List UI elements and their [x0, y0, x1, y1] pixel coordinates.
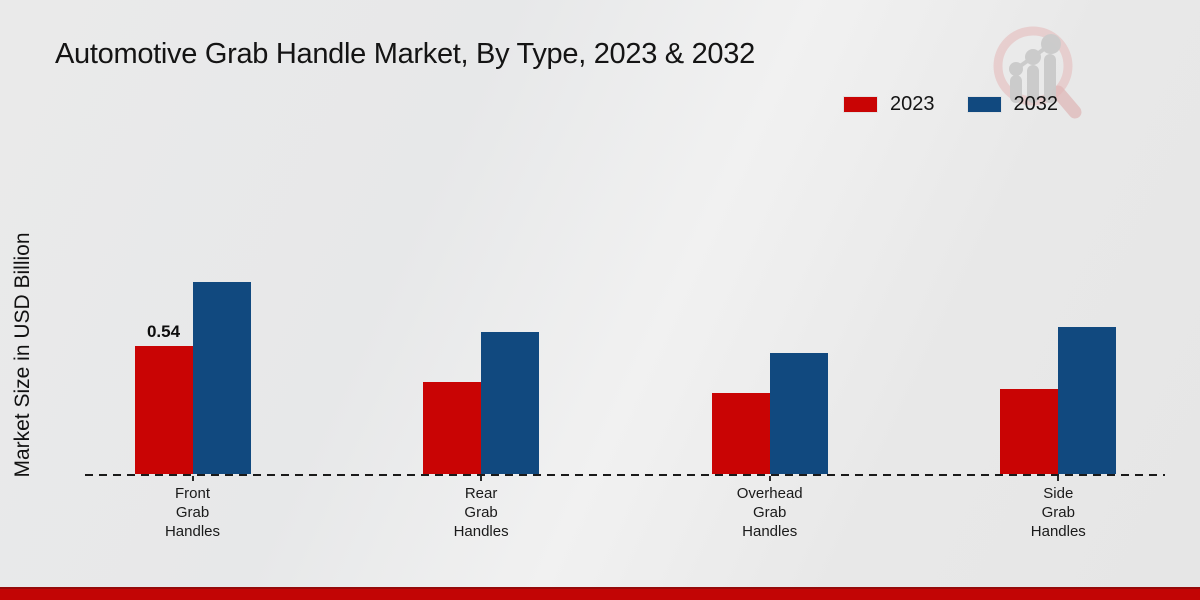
footer-brand-bar: [0, 587, 1200, 600]
chart-title: Automotive Grab Handle Market, By Type, …: [55, 38, 755, 70]
legend-item-2032: 2032: [966, 93, 1059, 116]
bar-2032-front-grab-handles: [192, 282, 251, 474]
bar-2032-rear-grab-handles: [481, 332, 540, 474]
bar-2032-overhead-grab-handles: [769, 353, 828, 474]
category-label-rear-grab-handles: Rear Grab Handles: [453, 485, 509, 540]
y-axis-label: Market Size in USD Billion: [11, 232, 34, 478]
bar-2023-rear-grab-handles: [423, 382, 482, 474]
legend: 2023 2032: [843, 93, 1058, 116]
x-axis-tick-side-grab-handles: [1057, 476, 1060, 481]
legend-label-2023: 2023: [890, 93, 935, 115]
legend-item-2023: 2023: [843, 93, 935, 116]
x-axis-tick-front-grab-handles: [191, 476, 194, 481]
bar-2023-front-grab-handles: [134, 346, 193, 474]
bar-2023-overhead-grab-handles: [711, 393, 770, 474]
value-label-2023-front-grab-handles: 0.54: [146, 322, 181, 341]
x-axis-tick-overhead-grab-handles: [768, 476, 771, 481]
legend-swatch-2023: [843, 96, 878, 113]
category-label-side-grab-handles: Side Grab Handles: [1030, 485, 1086, 540]
category-label-overhead-grab-handles: Overhead Grab Handles: [736, 485, 803, 540]
legend-label-2032: 2032: [1013, 93, 1059, 115]
bar-2032-side-grab-handles: [1058, 327, 1117, 474]
magnifier-bar-chart-logo-icon: [993, 26, 1082, 119]
x-axis-baseline: [85, 474, 1165, 476]
bar-2023-side-grab-handles: [1000, 389, 1059, 474]
x-axis-tick-rear-grab-handles: [480, 476, 483, 481]
category-label-front-grab-handles: Front Grab Handles: [164, 485, 221, 540]
legend-swatch-2032: [966, 96, 1002, 113]
